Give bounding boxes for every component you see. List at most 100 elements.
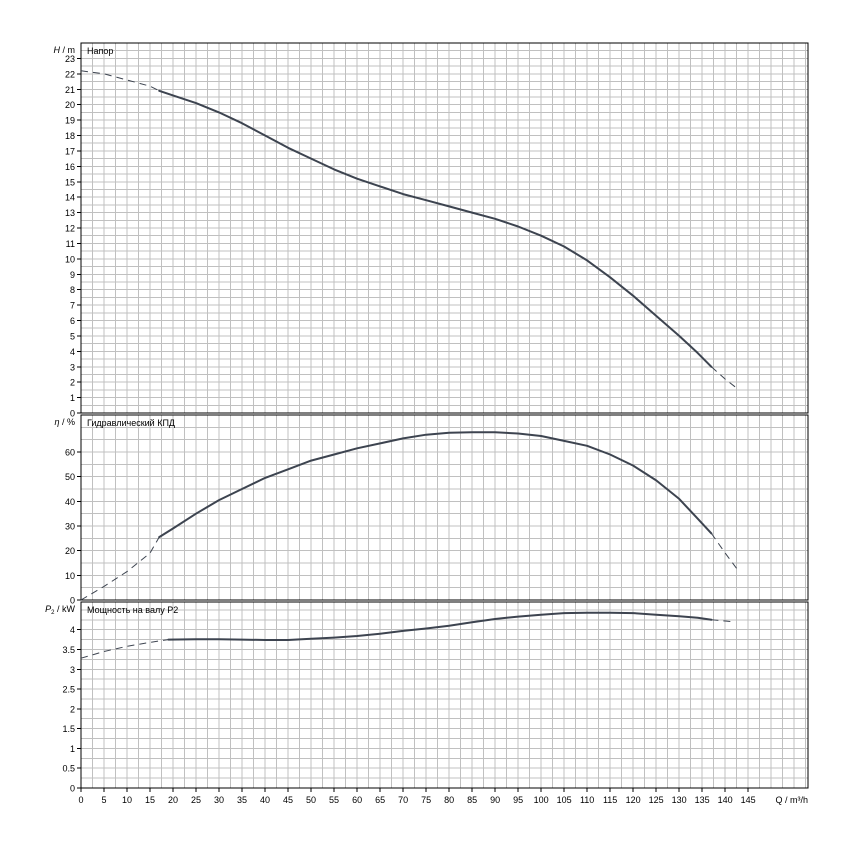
panel-power-ytick-label: 2.5 (62, 685, 75, 695)
panel-power-frame (80, 601, 809, 789)
x-tick-label: 90 (490, 795, 500, 805)
panel-head-ytick-label: 6 (70, 316, 75, 326)
x-tick-label: 15 (145, 795, 155, 805)
panel-head-ytick-label: 0 (70, 409, 75, 419)
x-tick-label: 70 (398, 795, 408, 805)
panel-head-ytick-label: 18 (65, 131, 75, 141)
panel-power-curve-solid (167, 611, 713, 641)
x-tick-label: 85 (467, 795, 477, 805)
x-tick-label: 5 (101, 795, 106, 805)
x-tick-label: 30 (214, 795, 224, 805)
panel-head-ytick-label: 11 (66, 239, 75, 249)
panel-head-ylabel-symbol: H (53, 45, 60, 55)
panel-head-ytick-label: 21 (65, 85, 75, 95)
panel-head-ytick-label: 9 (70, 270, 75, 280)
panel-efficiency-ytick-label: 30 (65, 522, 75, 532)
panel-head-ytick-label: 5 (70, 331, 75, 341)
panel-head-ytick-label: 7 (70, 301, 75, 311)
x-tick-label: 145 (741, 795, 756, 805)
x-tick-label: 55 (329, 795, 339, 805)
panel-efficiency-ytick-label: 0 (70, 596, 75, 606)
x-tick-label: 105 (557, 795, 572, 805)
panel-head-ytick-label: 2 (70, 378, 75, 388)
x-tick-label: 125 (649, 795, 664, 805)
panel-head-ytick-label: 17 (65, 146, 75, 156)
panel-head-ytick-label: 13 (65, 208, 75, 218)
panel-head-ylabel-separator: / (60, 45, 68, 55)
panel-efficiency-curve-solid (158, 431, 713, 539)
panel-power-ytick-label: 1 (70, 744, 75, 754)
x-tick-label: 35 (237, 795, 247, 805)
panel-power-ylabel-separator: / (54, 604, 62, 614)
x-tick-label: 110 (580, 795, 594, 805)
x-tick-label: 135 (695, 795, 710, 805)
panel-power-curve-dashed-start (80, 639, 169, 659)
x-tick-label: 25 (191, 795, 201, 805)
panel-head-curve-dashed-start (80, 70, 160, 92)
panel-power-ylabel: P2 / kW (45, 604, 75, 616)
panel-efficiency-ytick-label: 40 (65, 497, 75, 507)
panel-head-ytick-label: 10 (65, 254, 75, 264)
panel-efficiency-ytick-label: 10 (65, 571, 75, 581)
x-tick-label: 40 (260, 795, 270, 805)
x-tick-label: 140 (718, 795, 733, 805)
panel-head-curve-solid (158, 89, 713, 368)
panel-efficiency-ytick-label: 50 (65, 472, 75, 482)
panel-power-curve-dashed-end (711, 619, 735, 623)
panel-head-ytick-label: 14 (65, 193, 75, 203)
x-tick-label: 115 (603, 795, 617, 805)
x-tick-label: 75 (421, 795, 431, 805)
x-tick-label: 45 (283, 795, 293, 805)
panel-head-ytick-label: 19 (65, 116, 75, 126)
panel-head-ytick-label: 3 (70, 362, 75, 372)
panel-power-ylabel-subscript: 2 (51, 610, 55, 616)
panel-power-title: Мощность на валу P2 (87, 605, 178, 615)
x-tick-label: 20 (168, 795, 178, 805)
panel-head-ytick-label: 1 (70, 393, 75, 403)
panel-power-ytick-label: 4 (70, 625, 75, 635)
panel-power-ytick-label: 3 (70, 665, 75, 675)
x-tick-label: 60 (352, 795, 362, 805)
x-tick-label: 80 (444, 795, 454, 805)
x-tick-label: 10 (122, 795, 132, 805)
x-tick-label: 120 (626, 795, 641, 805)
panel-head-ytick-label: 22 (65, 69, 75, 79)
x-tick-label: 100 (534, 795, 549, 805)
panel-head-ytick-label: 8 (70, 285, 75, 295)
panel-power-ylabel-unit: kW (62, 604, 76, 614)
panel-efficiency-ytick-label: 60 (65, 448, 75, 458)
panel-head-title: Напор (87, 46, 113, 56)
x-tick-label: 50 (306, 795, 316, 805)
panel-efficiency-frame (80, 414, 809, 601)
panel-head-ytick-label: 12 (65, 224, 75, 234)
panel-head-ytick-label: 4 (70, 347, 75, 357)
x-tick-label: 130 (672, 795, 687, 805)
panel-head-ylabel: H / m (53, 45, 75, 55)
x-tick-label: 0 (78, 795, 83, 805)
panel-efficiency-ytick-label: 20 (65, 546, 75, 556)
panel-efficiency-ylabel: η / % (54, 417, 75, 427)
panel-efficiency-ylabel-unit: % (67, 417, 75, 427)
x-tick-label: 95 (513, 795, 523, 805)
panel-head-ytick-label: 23 (65, 54, 75, 64)
panel-head-curve-dashed-end (711, 366, 740, 391)
panel-efficiency-ylabel-separator: / (59, 417, 67, 427)
panel-power-ytick-label: 0.5 (62, 764, 75, 774)
panel-power-ytick-label: 2 (70, 704, 75, 714)
panel-power-ytick-label: 3.5 (62, 645, 75, 655)
panel-head-ylabel-unit: m (68, 45, 76, 55)
panel-efficiency-ylabel-symbol: η (54, 417, 59, 427)
panel-head-ytick-label: 16 (65, 162, 75, 172)
panel-head-ytick-label: 15 (65, 177, 75, 187)
panel-head-ytick-label: 20 (65, 100, 75, 110)
panel-power-ytick-label: 0 (70, 784, 75, 794)
panel-power-ylabel-symbol: P (45, 604, 51, 614)
panel-efficiency-curve-dashed-end (710, 533, 740, 572)
x-axis-label: Q / m³/h (775, 795, 808, 805)
panel-power-ytick-label: 1.5 (62, 724, 75, 734)
panel-efficiency-curve-dashed-start (80, 536, 160, 601)
x-tick-label: 65 (375, 795, 385, 805)
panel-efficiency-title: Гидравлический КПД (87, 418, 175, 428)
